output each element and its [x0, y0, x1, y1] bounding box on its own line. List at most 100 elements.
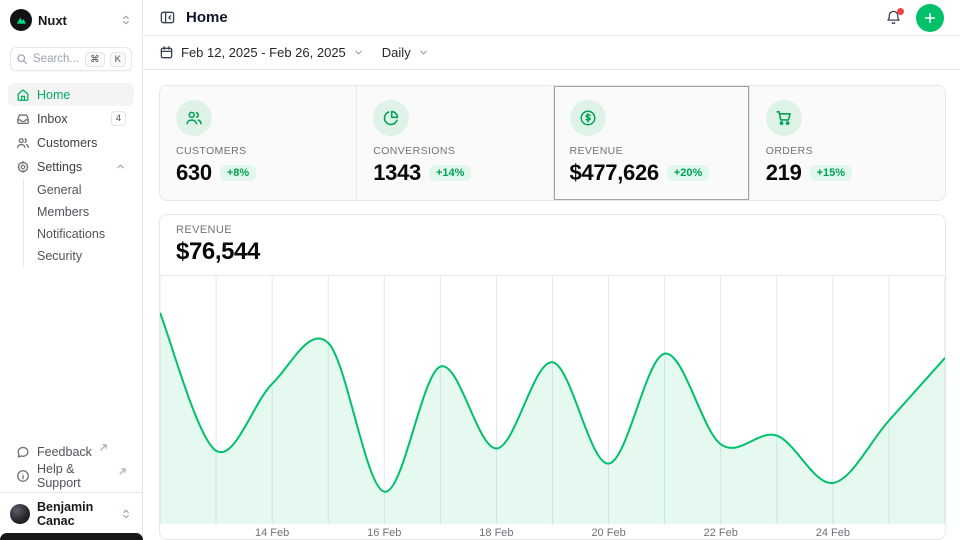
home-icon — [16, 88, 30, 102]
sidebar-item-settings[interactable]: Settings — [8, 155, 134, 178]
stat-label: CUSTOMERS — [176, 145, 340, 157]
x-tick-label: 18 Feb — [479, 527, 513, 539]
chevron-updown-icon — [120, 14, 132, 26]
revenue-chart-svg — [160, 276, 945, 524]
sidebar-spacer — [0, 267, 142, 440]
settings-submenu: General Members Notifications Security — [23, 179, 134, 267]
stat-delta-badge: +15% — [810, 165, 852, 181]
sidebar-footer-links: Feedback Help & Support — [8, 440, 134, 487]
subitem-label: Members — [37, 205, 89, 219]
sidebar-item-home[interactable]: Home — [8, 83, 134, 106]
stat-value: 219 — [766, 160, 802, 186]
search-icon — [16, 53, 28, 65]
subitem-label: Security — [37, 249, 82, 263]
plus-icon — [923, 11, 937, 25]
sidebar-item-label: Home — [37, 88, 70, 102]
granularity-label: Daily — [382, 45, 411, 60]
sidebar: Nuxt Search... ⌘ K Home — [0, 0, 143, 540]
chart-plot-area[interactable] — [160, 276, 945, 524]
kbd-cmd: ⌘ — [85, 52, 105, 67]
chart-metric-label: REVENUE — [176, 223, 929, 237]
chevron-updown-icon — [120, 508, 132, 520]
sidebar-item-label: Customers — [37, 136, 97, 150]
x-tick-label: 24 Feb — [816, 527, 850, 539]
footer-link-label: Help & Support — [37, 462, 111, 490]
stat-card-orders[interactable]: ORDERS 219 +15% — [749, 86, 945, 200]
chat-bubble-icon — [16, 445, 30, 459]
x-tick-label: 14 Feb — [255, 527, 289, 539]
stat-delta-badge: +14% — [429, 165, 471, 181]
inbox-icon — [16, 112, 30, 126]
x-tick-label: 16 Feb — [367, 527, 401, 539]
stats-row: CUSTOMERS 630 +8% CONVERSIONS 1343 +14% — [159, 85, 946, 201]
stat-delta-badge: +8% — [220, 165, 256, 181]
date-range-label: Feb 12, 2025 - Feb 26, 2025 — [181, 45, 346, 60]
search-placeholder: Search... — [33, 53, 80, 65]
stat-label: CONVERSIONS — [373, 145, 536, 157]
sidebar-subitem-members[interactable]: Members — [24, 201, 134, 223]
page-content: CUSTOMERS 630 +8% CONVERSIONS 1343 +14% — [143, 70, 960, 540]
stat-delta-badge: +20% — [667, 165, 709, 181]
kbd-k: K — [110, 52, 126, 67]
bottom-dark-strip — [0, 533, 143, 540]
stat-value: $477,626 — [570, 160, 659, 186]
panel-left-icon — [159, 9, 176, 26]
stat-card-revenue[interactable]: REVENUE $477,626 +20% — [553, 86, 749, 200]
inbox-count-badge: 4 — [111, 111, 126, 126]
workspace-name: Nuxt — [38, 13, 114, 28]
gear-icon — [16, 160, 30, 174]
sidebar-item-inbox[interactable]: Inbox 4 — [8, 107, 134, 130]
date-range-picker[interactable]: Feb 12, 2025 - Feb 26, 2025 — [159, 45, 364, 60]
page-header: Home — [143, 0, 960, 36]
page-title: Home — [186, 9, 228, 26]
calendar-icon — [159, 45, 174, 60]
sidebar-nav: Home Inbox 4 Customers Settings — [8, 83, 134, 267]
revenue-chart-card: REVENUE $76,544 14 Feb 16 Feb 18 Feb 20 Feb… — [159, 214, 946, 540]
external-link-icon — [119, 468, 126, 475]
workspace-selector[interactable]: Nuxt — [0, 0, 142, 40]
sidebar-item-label: Inbox — [37, 112, 68, 126]
sidebar-item-customers[interactable]: Customers — [8, 131, 134, 154]
help-support-link[interactable]: Help & Support — [8, 464, 134, 487]
add-button[interactable] — [916, 4, 944, 32]
nuxt-logo-icon — [10, 9, 32, 31]
subitem-label: General — [37, 183, 81, 197]
chevron-up-icon — [115, 161, 126, 172]
chart-header: REVENUE $76,544 — [160, 215, 945, 276]
external-link-icon — [100, 444, 107, 451]
stat-label: REVENUE — [570, 145, 733, 157]
chart-metric-value: $76,544 — [176, 238, 929, 266]
collapse-sidebar-button[interactable] — [159, 9, 176, 26]
user-avatar — [10, 504, 30, 524]
dashboard-app: Nuxt Search... ⌘ K Home — [0, 0, 960, 540]
footer-link-label: Feedback — [37, 445, 92, 459]
user-name: Benjamin Canac — [37, 500, 113, 528]
granularity-select[interactable]: Daily — [382, 45, 429, 60]
stat-card-conversions[interactable]: CONVERSIONS 1343 +14% — [356, 86, 552, 200]
notification-dot — [897, 8, 904, 15]
filter-toolbar: Feb 12, 2025 - Feb 26, 2025 Daily — [143, 36, 960, 70]
info-circle-icon — [16, 469, 30, 483]
currency-dollar-icon — [570, 100, 606, 136]
search-input[interactable]: Search... ⌘ K — [10, 47, 132, 71]
stat-value: 1343 — [373, 160, 421, 186]
sidebar-subitem-security[interactable]: Security — [24, 245, 134, 267]
chart-x-axis: 14 Feb 16 Feb 18 Feb 20 Feb 22 Feb 24 Feb — [160, 524, 945, 540]
sidebar-subitem-notifications[interactable]: Notifications — [24, 223, 134, 245]
x-tick-label: 22 Feb — [704, 527, 738, 539]
x-tick-label: 20 Feb — [591, 527, 625, 539]
users-icon — [16, 136, 30, 150]
sidebar-subitem-general[interactable]: General — [24, 179, 134, 201]
main-area: Home Feb 12, 2025 - Feb 26, 2025 — [143, 0, 960, 540]
chevron-down-icon — [418, 47, 429, 58]
notifications-button[interactable] — [885, 9, 902, 26]
feedback-link[interactable]: Feedback — [8, 440, 134, 463]
stat-label: ORDERS — [766, 145, 929, 157]
sidebar-item-label: Settings — [37, 160, 82, 174]
stat-value: 630 — [176, 160, 212, 186]
subitem-label: Notifications — [37, 227, 105, 241]
chart-pie-icon — [373, 100, 409, 136]
users-icon — [176, 100, 212, 136]
stat-card-customers[interactable]: CUSTOMERS 630 +8% — [160, 86, 356, 200]
chevron-down-icon — [353, 47, 364, 58]
